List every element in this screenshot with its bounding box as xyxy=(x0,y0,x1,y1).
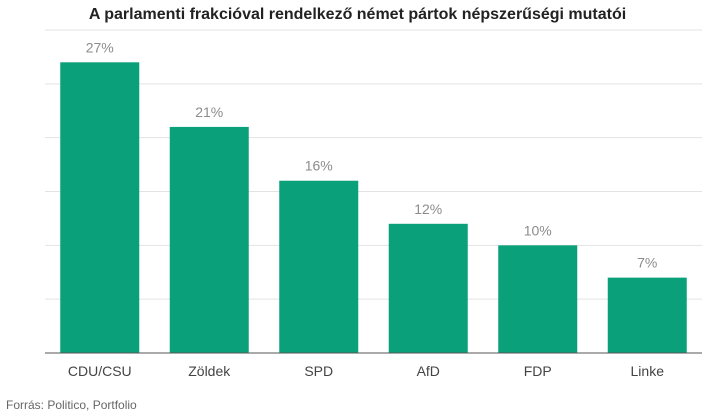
data-label: 10% xyxy=(524,222,552,238)
data-label: 21% xyxy=(195,104,223,120)
source-note: Forrás: Politico, Portfolio xyxy=(6,398,137,412)
bar xyxy=(607,277,687,353)
data-label: 7% xyxy=(637,255,657,271)
bars xyxy=(60,62,687,354)
data-label: 16% xyxy=(305,158,333,174)
chart-title: A parlamenti frakcióval rendelkező német… xyxy=(88,6,627,23)
bar xyxy=(169,126,249,354)
x-tick-label: AfD xyxy=(417,363,440,379)
x-tick-label: Zöldek xyxy=(188,363,231,379)
x-tick-label: CDU/CSU xyxy=(68,363,132,379)
bar xyxy=(279,180,359,353)
value-labels: 27% 21% 16% 12% 10% 7% xyxy=(86,39,658,270)
bar xyxy=(498,245,578,353)
x-tick-label: Linke xyxy=(631,363,665,379)
bar xyxy=(388,223,468,353)
x-axis-tick-labels: CDU/CSU Zöldek SPD AfD FDP Linke xyxy=(68,363,664,379)
bar xyxy=(60,62,140,354)
x-tick-label: FDP xyxy=(524,363,552,379)
gridlines xyxy=(45,29,702,300)
data-label: 12% xyxy=(414,201,442,217)
data-label: 27% xyxy=(86,39,114,55)
x-tick-label: SPD xyxy=(304,363,333,379)
